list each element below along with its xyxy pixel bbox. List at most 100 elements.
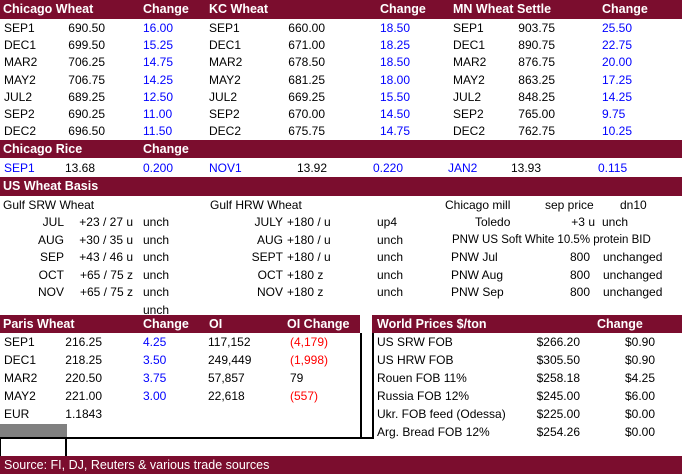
gulf-srw-title: Gulf SRW Wheat: [3, 197, 95, 212]
basis-row: NOV +65 / 75 z unch: [0, 284, 169, 302]
table-row: EUR 1.1843: [4, 405, 328, 423]
source-bar: Source: FI, DJ, Reuters & various trade …: [0, 456, 682, 474]
gulf-srw-column: Gulf SRW Wheat: [0, 196, 94, 214]
open-interest-change: 79: [290, 371, 304, 385]
gulf-srw-rows: JUL +23 / 27 u unch AUG +30 / 35 u unch …: [0, 214, 169, 319]
chicago-wheat-table: SEP1 690.50 16.00 DEC1 699.50 15.25 MAR2…: [4, 19, 193, 140]
basis-month: AUG: [37, 232, 64, 247]
chicago-wheat-title: Chicago Wheat: [3, 2, 94, 16]
contract-month: MAY2: [4, 389, 36, 403]
settle-price: 706.75: [68, 72, 105, 87]
basis-row: SEP +43 / 46 u unch: [0, 249, 169, 267]
contract-month: MAY2: [4, 72, 36, 87]
basis-row: unch: [0, 301, 169, 319]
mill-row: Chicago mill sep price dn10: [445, 196, 651, 214]
pnw-value: 800: [569, 250, 590, 265]
table-row: SEP1 690.50 16.00: [4, 19, 193, 36]
price-change: 3.50: [143, 353, 167, 367]
settle-price: 669.25: [288, 89, 325, 104]
open-interest: 249,449: [208, 353, 252, 367]
price-change: 12.50: [143, 89, 174, 104]
mill-pnw-column: Chicago mill sep price dn10 Toledo +3 u …: [445, 196, 651, 249]
market-label: Ukr. FOB feed (Odessa): [377, 407, 506, 421]
paris-wheat-table: SEP1 216.25 4.25 117,152 (4,179) DEC1 21…: [4, 333, 328, 423]
contract-month: SEP2: [209, 107, 240, 122]
price-change: 3.00: [143, 389, 167, 403]
contract-month: MAY2: [209, 72, 241, 87]
fob-price: $258.18: [536, 371, 580, 385]
contract-month: MAR2: [209, 55, 243, 70]
table-row: MAY2 221.00 3.00 22,618 (557): [4, 387, 328, 405]
mn-settle-header: Settle: [517, 2, 552, 16]
price-change: 14.25: [143, 72, 174, 87]
basis-change: unch: [377, 232, 404, 247]
basis-month: NOV: [37, 285, 64, 300]
contract-month: JUL2: [4, 89, 33, 104]
open-interest-change: (4,179): [290, 335, 329, 349]
table-row: MAY2 706.75 14.25: [4, 71, 193, 88]
gulf-hrw-rows: JULY +180 / u up4 AUG +180 / u unch SEPT…: [210, 214, 403, 302]
chicago-change-header: Change: [143, 2, 189, 16]
world-prices-title: World Prices $/ton: [377, 317, 487, 331]
settle-price: 876.75: [518, 55, 555, 70]
pnw-row: PNW Aug 800 unchanged: [448, 266, 662, 284]
price-change: 11.50: [143, 124, 173, 139]
settle-price: 671.00: [288, 37, 325, 52]
table-row: SEP1 216.25 4.25 117,152 (4,179): [4, 333, 328, 351]
contract-month: SEP1: [4, 335, 35, 349]
paris-oi-header: OI: [209, 317, 223, 331]
table-row: MAR2 678.50 18.50: [209, 54, 430, 71]
table-row: SEP1 903.75 25.50: [453, 19, 652, 36]
basis-value: +180 / u: [287, 250, 331, 265]
kc-change-header: Change: [380, 2, 426, 16]
settle-price: 221.00: [65, 389, 102, 403]
settle-price: 690.50: [68, 20, 105, 35]
fob-price: $254.26: [536, 425, 580, 439]
price-change: 18.50: [380, 20, 411, 35]
price-change: 14.75: [380, 124, 411, 139]
basis-value: +180 / u: [287, 232, 331, 247]
table-row: MAY2 863.25 17.25: [453, 71, 652, 88]
pnw-rows: PNW Jul 800 unchanged PNW Aug 800 unchan…: [448, 249, 662, 302]
basis-change: unch: [377, 267, 404, 282]
contract-month: DEC1: [209, 37, 242, 52]
rice-month-3: JAN2: [448, 161, 478, 175]
basis-change: unch: [377, 250, 404, 265]
futures-header-bar: Chicago Wheat Change KC Wheat Change MN …: [0, 0, 682, 19]
settle-price: 706.25: [68, 55, 105, 70]
basis-row: NOV +180 z unch: [210, 284, 403, 302]
fob-change: $0.90: [624, 335, 655, 349]
table-row: DEC2 675.75 14.75: [209, 123, 430, 140]
contract-month: SEP1: [4, 20, 35, 35]
contract-month: JUL2: [453, 89, 482, 104]
rice-change-1: 0.200: [143, 161, 174, 175]
rice-change-2: 0.220: [373, 161, 404, 175]
rice-price-2: 13.92: [296, 161, 327, 175]
table-row: DEC1 699.50 15.25: [4, 36, 193, 53]
basis-value: +43 / 46 u: [79, 250, 133, 265]
world-change-header: Change: [597, 317, 643, 331]
paris-table-right-border: [360, 333, 362, 437]
pnw-value: 800: [569, 285, 590, 300]
pnw-label: PNW Jul: [451, 250, 498, 265]
basis-row: JUL +23 / 27 u unch: [0, 214, 169, 232]
mn-wheat-title: MN Wheat: [453, 2, 514, 16]
table-row: MAY2 681.25 18.00: [209, 71, 430, 88]
contract-month: SEP1: [209, 20, 240, 35]
price-change: 15.50: [380, 89, 411, 104]
fob-change: $6.00: [624, 389, 655, 403]
contract-month: DEC2: [453, 124, 486, 139]
contract-month: MAR2: [4, 371, 38, 385]
basis-month: JUL: [42, 215, 64, 230]
gulf-hrw-title: Gulf HRW Wheat: [210, 197, 302, 212]
contract-month: SEP2: [453, 107, 484, 122]
table-row: DEC1 671.00 18.25: [209, 36, 430, 53]
table-row: JUL2 848.25 14.25: [453, 88, 652, 105]
contract-month: DEC1: [4, 37, 37, 52]
price-change: 3.75: [143, 371, 167, 385]
mill-change: dn10: [620, 197, 647, 212]
fob-price: $266.20: [536, 335, 580, 349]
price-change: 17.25: [602, 72, 633, 87]
settle-price: 675.75: [288, 124, 325, 139]
